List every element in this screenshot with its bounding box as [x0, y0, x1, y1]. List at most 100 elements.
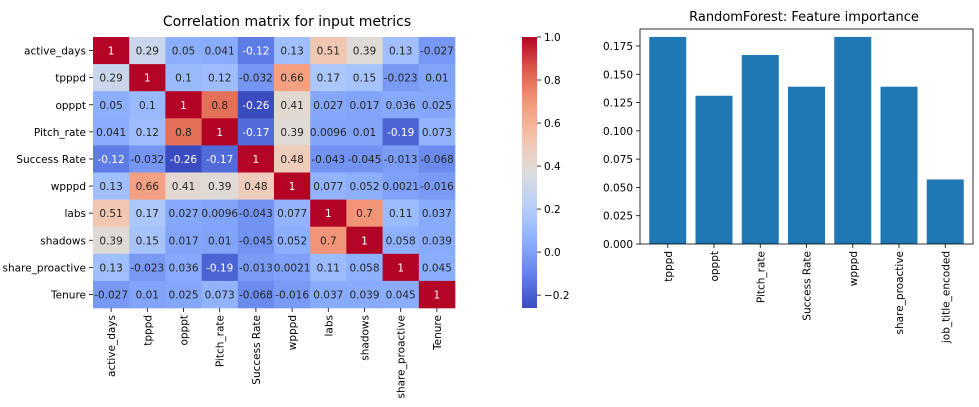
heatmap-cell-value: -0.068: [239, 289, 273, 301]
heatmap-cell: [165, 37, 202, 65]
heatmap-cell: [418, 64, 456, 92]
heatmap-cells: 1 0.29 0.05 0.041 -0.12 0.13 0.51 0.39 0.13 -0.02…: [93, 37, 456, 309]
heatmap-cell: [129, 253, 166, 282]
heatmap-cell: [382, 280, 420, 309]
heatmap-cell: [274, 199, 311, 227]
heatmap-cell-value: 0.025: [422, 100, 452, 112]
heatmap-cell: [346, 118, 383, 146]
heatmap-cell-value: -0.032: [239, 73, 273, 85]
heatmap-cell: [346, 172, 383, 200]
bar-chart-x-label-opppt: opppt: [709, 251, 721, 282]
heatmap-cell: [129, 145, 166, 173]
heatmap-cell-value: -0.032: [130, 154, 164, 166]
heatmap-cell-value: 0.041: [96, 127, 126, 139]
heatmap-cell-value: 0.8: [211, 100, 228, 112]
heatmap-cell: [201, 226, 239, 255]
heatmap-cell: [274, 280, 311, 309]
heatmap-cell-value: 0.058: [386, 235, 416, 247]
heatmap-cell-value: 0.058: [349, 262, 379, 274]
heatmap-cell-value: 1: [397, 262, 404, 274]
heatmap-cell-value: 0.073: [205, 289, 235, 301]
heatmap-cell-value: 0.01: [425, 73, 448, 85]
heatmap-cell-value: 0.0096: [310, 127, 347, 139]
bar-chart-x-label-share-proactive: share_proactive: [894, 251, 906, 334]
heatmap-column-labels: active_days tpppd opppt Pitch_rate Success R…: [106, 308, 444, 398]
heatmap-cell: [346, 37, 383, 65]
heatmap-cell-value: 1: [253, 154, 260, 166]
heatmap-cell-value: 0.51: [99, 208, 122, 220]
heatmap-cell: [346, 253, 383, 282]
heatmap-cell-value: -0.013: [239, 262, 273, 274]
heatmap-cell: [93, 280, 130, 309]
heatmap-cell-value: 1: [361, 235, 368, 247]
heatmap-cell: [93, 253, 130, 282]
colorbar-tick-label: 0.0: [544, 247, 561, 259]
colorbar-ticks: 1.0 0.8 0.6 0.4 0.2 0.0 −0.2: [537, 32, 570, 302]
heatmap-cell-value: 1: [216, 127, 223, 139]
heatmap-cell-value: 0.11: [317, 262, 340, 274]
colorbar-tick-label: −0.2: [544, 290, 570, 302]
heatmap-cell: [93, 37, 130, 65]
heatmap-cell-value: -0.19: [206, 262, 233, 274]
heatmap-row-label-pitch-rate: Pitch_rate: [34, 127, 86, 139]
heatmap-cell-value: 1: [289, 181, 296, 193]
heatmap-cell-value: -0.17: [206, 154, 233, 166]
heatmap-cell: [201, 91, 239, 119]
heatmap-cell: [129, 118, 166, 146]
heatmap-cell: [382, 226, 420, 255]
bar-tpppd: [649, 36, 687, 244]
bar-chart-y-tick-label: 0.100: [603, 126, 633, 138]
heatmap-cell: [165, 91, 202, 119]
heatmap-cell: [274, 91, 311, 119]
heatmap-cell: [165, 253, 202, 282]
heatmap-cell-value: -0.19: [387, 127, 414, 139]
heatmap-cell-value: 0.12: [136, 127, 159, 139]
heatmap-cell: [274, 145, 311, 173]
heatmap-cell-value: 0.017: [168, 235, 198, 247]
heatmap-cell-value: 0.41: [280, 100, 303, 112]
colorbar-tick-label: 1.0: [544, 32, 561, 44]
heatmap-cell: [382, 37, 420, 65]
heatmap-cell-value: -0.027: [94, 289, 128, 301]
heatmap-cell: [165, 226, 202, 255]
heatmap-cell: [310, 172, 347, 200]
heatmap-cell: [237, 37, 275, 65]
heatmap-cell: [237, 280, 275, 309]
heatmap-cell: [418, 253, 456, 282]
bar-chart-y-tick-label: 0.025: [603, 211, 633, 223]
heatmap-cell-value: 0.51: [317, 46, 340, 58]
heatmap-cell: [310, 118, 347, 146]
heatmap-cell-value: -0.26: [170, 154, 197, 166]
bar-chart-y-tick-label: 0.125: [603, 98, 633, 110]
heatmap-cell: [346, 91, 383, 119]
heatmap-cell: [382, 91, 420, 119]
heatmap-cell-value: 0.036: [386, 100, 416, 112]
bar-chart-y-tick-label: 0.150: [603, 69, 633, 81]
heatmap-cell-value: 0.077: [313, 181, 343, 193]
heatmap-cell: [382, 199, 420, 227]
heatmap-cell: [237, 91, 275, 119]
heatmap-title: Correlation matrix for input metrics: [163, 14, 411, 30]
heatmap-cell-value: 0.027: [313, 100, 343, 112]
heatmap-cell: [274, 253, 311, 282]
bar-success-rate: [788, 86, 825, 244]
heatmap-cell-value: 0.66: [280, 73, 304, 85]
heatmap-cell-value: 0.1: [139, 100, 156, 112]
heatmap-cell: [237, 145, 275, 173]
heatmap-cell-value: 0.39: [353, 46, 376, 58]
heatmap-cell: [93, 145, 130, 173]
heatmap-cell: [201, 64, 239, 92]
heatmap-cell: [418, 199, 456, 227]
heatmap-cell-value: 0.01: [353, 127, 376, 139]
heatmap-cell-value: 0.8: [175, 127, 192, 139]
heatmap-cell-value: -0.12: [98, 154, 125, 166]
heatmap-cell: [237, 226, 275, 255]
heatmap-cell-value: 0.13: [389, 46, 412, 58]
colorbar-gradient: [522, 37, 537, 308]
heatmap-cell: [310, 199, 347, 227]
heatmap-cell: [237, 253, 275, 282]
bar-chart-y-tick-label: 0.075: [603, 154, 633, 166]
heatmap-cell-value: 0.077: [277, 208, 307, 220]
heatmap-cell: [310, 280, 347, 309]
